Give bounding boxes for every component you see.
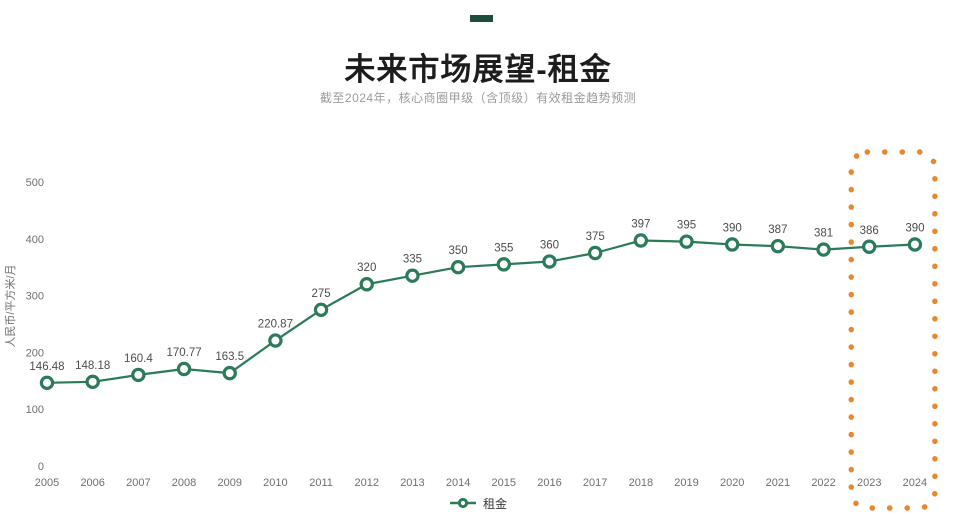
data-point-value-label: 160.4 [124,353,153,365]
data-point-value-label: 335 [403,254,422,266]
data-point-value-label: 375 [586,231,605,243]
data-point-value-label: 395 [677,220,696,232]
data-point-value-label: 360 [540,240,559,252]
data-point-marker [359,277,374,292]
x-axis-year-label: 2021 [766,477,790,489]
rent-series-line [46,239,915,384]
y-axis-tick-label: 200 [26,347,44,359]
y-axis-tick-label: 500 [26,177,44,189]
data-point-marker [268,333,283,348]
data-point-marker [542,254,557,269]
x-axis-year-label: 2011 [309,477,333,489]
x-axis-year-label: 2020 [720,477,744,489]
x-axis-year-label: 2023 [857,477,881,489]
data-point-marker [587,245,603,261]
data-point-value-label: 386 [860,225,879,237]
legend-series-label: 租金 [482,496,507,511]
data-point-marker [725,237,740,252]
data-point-marker [679,234,694,249]
y-axis-title: 人民币/平方米/月 [3,264,17,347]
x-axis-year-label: 2017 [583,477,607,489]
x-axis-year-label: 2024 [903,477,927,489]
y-axis-tick-label: 300 [26,291,44,303]
data-point-marker [816,242,831,257]
x-axis-year-label: 2022 [811,477,835,489]
page-title: 未来市场展望-租金 [344,52,612,87]
chart-legend[interactable]: 租金 [0,493,956,513]
data-point-marker [39,375,55,390]
x-axis-year-label: 2014 [446,477,470,489]
data-point-marker [907,237,923,252]
data-point-value-label: 397 [631,219,650,231]
data-point-value-label: 320 [357,262,376,274]
x-axis-year-label: 2015 [492,477,516,489]
forecast-highlight-box [848,149,938,511]
data-point-marker [496,257,511,272]
x-axis-year-label: 2012 [355,477,379,489]
data-point-value-label: 148.18 [75,360,110,372]
data-point-value-label: 355 [494,242,513,254]
x-axis-year-label: 2005 [35,477,59,489]
data-point-value-label: 163.5 [215,351,244,363]
data-point-marker [450,260,466,275]
x-axis-year-label: 2016 [537,477,561,489]
x-axis-year-label: 2013 [400,477,424,489]
data-point-marker [862,239,877,254]
x-axis-year-label: 2009 [217,477,241,489]
y-axis-tick-label: 0 [38,461,44,473]
y-axis-tick-label: 100 [26,404,44,416]
data-point-marker [131,367,146,383]
data-point-value-label: 390 [723,222,742,234]
data-point-marker [313,302,329,317]
data-point-marker [222,365,237,381]
data-point-value-label: 170.77 [166,347,201,359]
x-axis-year-label: 2008 [172,477,196,489]
data-point-marker [633,233,649,248]
data-point-marker [770,238,786,254]
data-point-value-label: 220.87 [258,319,293,331]
data-point-value-label: 387 [768,224,787,236]
x-axis-year-label: 2007 [126,477,150,489]
data-point-value-label: 146.48 [29,361,64,373]
title-accent-dash-icon [470,15,493,22]
data-point-value-label: 350 [449,245,468,257]
x-axis-year-label: 2010 [263,477,287,489]
data-point-marker [176,361,192,377]
data-point-marker [405,268,420,283]
x-axis-year-label: 2018 [629,477,653,489]
x-axis-year-label: 2019 [674,477,698,489]
data-point-marker [85,374,100,390]
data-point-value-label: 390 [905,222,924,234]
data-point-value-label: 275 [311,288,330,300]
data-point-value-label: 381 [814,228,833,240]
y-axis-tick-label: 400 [26,234,44,246]
legend-line-marker-icon [449,497,476,509]
page-subtitle: 截至2024年，核心商圈甲级（含顶级）有效租金趋势预测 [319,91,637,105]
x-axis-year-label: 2006 [80,477,104,489]
